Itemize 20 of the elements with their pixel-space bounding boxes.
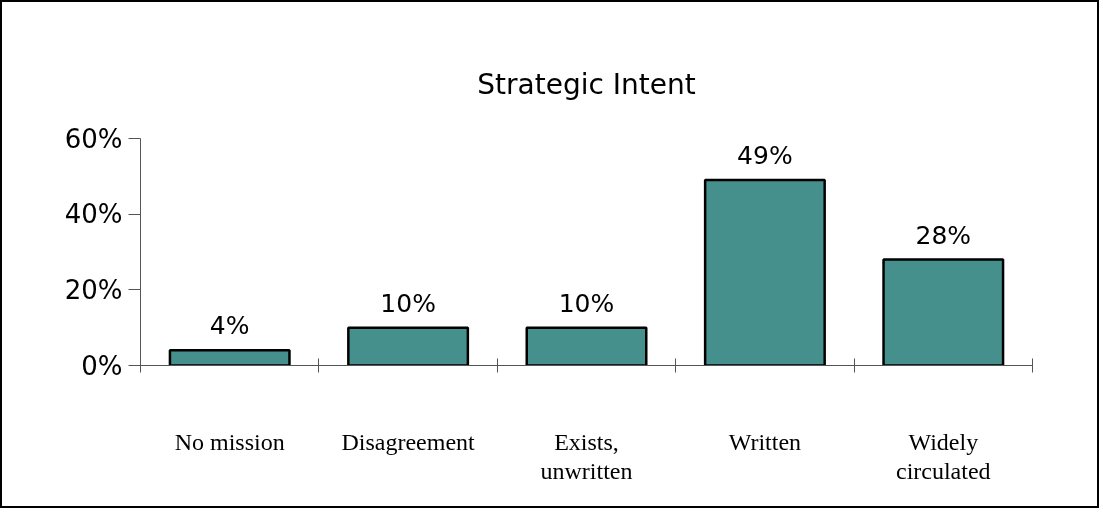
x-tick-label: Exists, unwritten bbox=[540, 428, 633, 485]
bar bbox=[703, 178, 826, 366]
chart-title: Strategic Intent bbox=[477, 67, 696, 101]
data-label: 10% bbox=[558, 288, 615, 318]
y-tick-label: 20% bbox=[64, 274, 123, 305]
data-label: 4% bbox=[209, 311, 250, 341]
x-tick-label: Disagreement bbox=[341, 428, 476, 455]
bar bbox=[168, 349, 291, 366]
x-tick-label: Widely circulated bbox=[896, 428, 991, 485]
y-tick-label: 60% bbox=[64, 123, 123, 154]
x-tick-label: No mission bbox=[174, 428, 285, 455]
data-label: 49% bbox=[737, 141, 793, 171]
bar bbox=[525, 326, 648, 366]
data-label: 28% bbox=[915, 220, 972, 250]
bar bbox=[882, 258, 1005, 366]
y-tick-label: 40% bbox=[64, 199, 123, 230]
y-tick-label: 0% bbox=[81, 350, 123, 381]
bar bbox=[347, 326, 470, 366]
data-label: 10% bbox=[380, 288, 436, 318]
x-tick-label: Written bbox=[728, 428, 802, 455]
